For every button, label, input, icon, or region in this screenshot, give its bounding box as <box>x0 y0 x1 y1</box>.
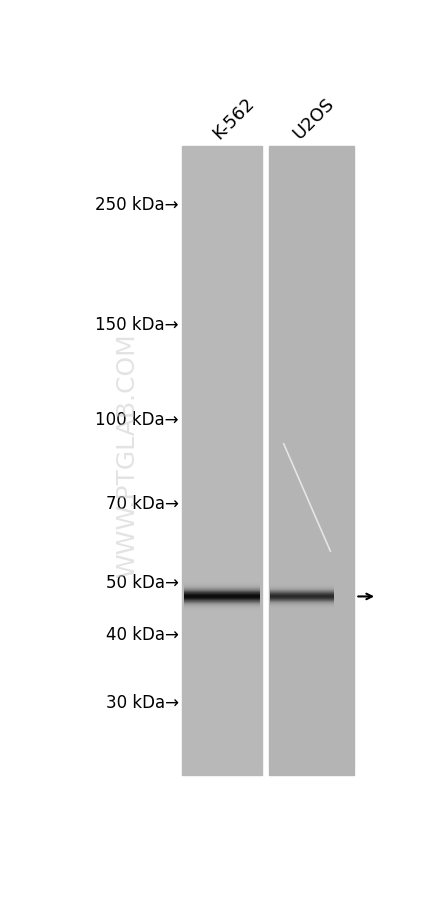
Text: WWW.PTGLAB.COM: WWW.PTGLAB.COM <box>115 333 139 578</box>
Text: 150 kDa→: 150 kDa→ <box>95 316 179 334</box>
Text: 100 kDa→: 100 kDa→ <box>95 410 179 428</box>
Text: 40 kDa→: 40 kDa→ <box>106 626 179 644</box>
Text: 50 kDa→: 50 kDa→ <box>106 574 179 591</box>
Text: K-562: K-562 <box>209 95 258 143</box>
Text: U2OS: U2OS <box>289 95 338 143</box>
Text: 70 kDa→: 70 kDa→ <box>106 494 179 512</box>
Text: 250 kDa→: 250 kDa→ <box>95 196 179 214</box>
Text: 30 kDa→: 30 kDa→ <box>106 694 179 711</box>
